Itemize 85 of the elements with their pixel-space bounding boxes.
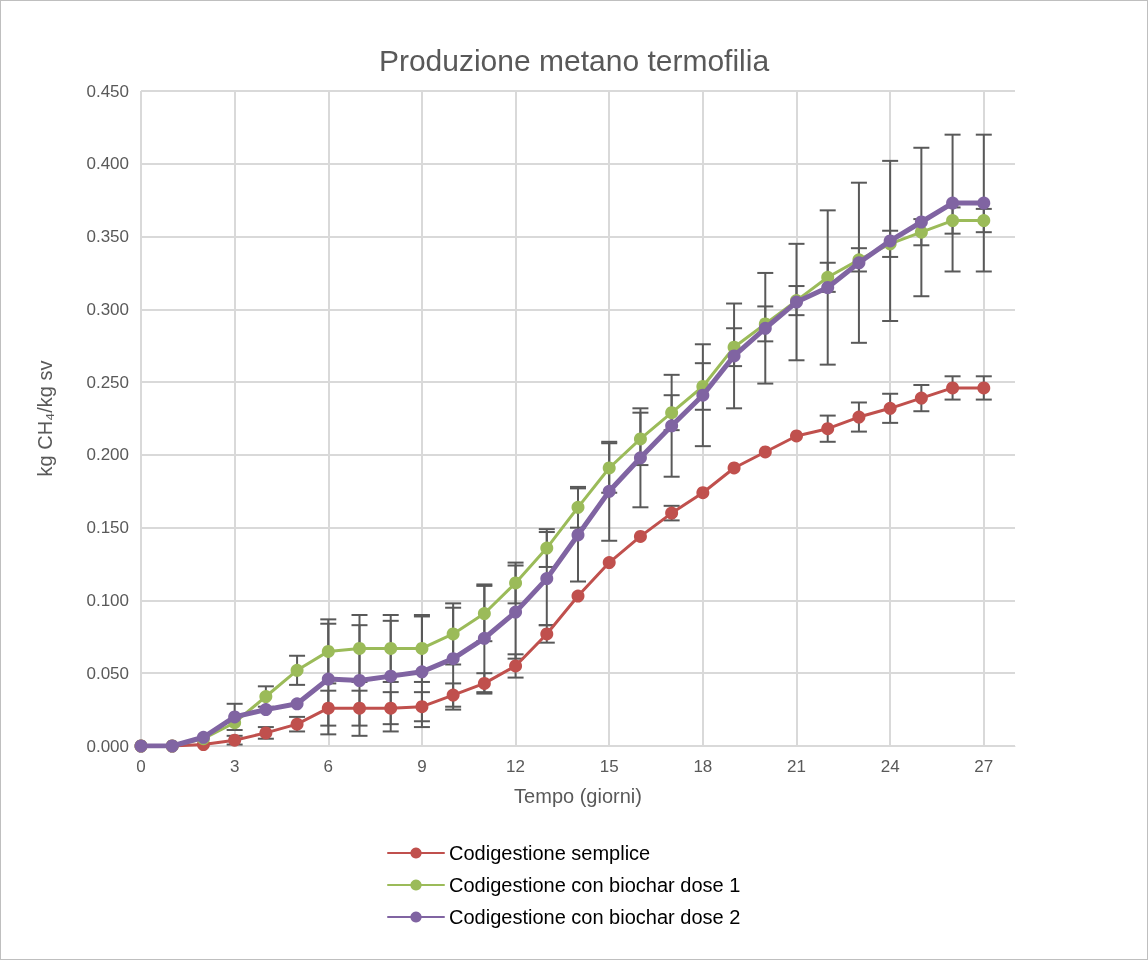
- point: [852, 410, 866, 424]
- point: [946, 214, 960, 228]
- point: [384, 669, 398, 683]
- point: [321, 701, 335, 715]
- point: [259, 703, 273, 717]
- point: [477, 607, 491, 621]
- point: [665, 419, 679, 433]
- y-tick-label: 0.050: [86, 663, 129, 683]
- point: [821, 422, 835, 436]
- point: [259, 690, 273, 704]
- point: [446, 688, 460, 702]
- point: [946, 381, 960, 395]
- point: [977, 196, 991, 210]
- chart-title: Produzione metano termofilia: [378, 43, 770, 77]
- point: [696, 486, 710, 500]
- point: [415, 665, 429, 679]
- y-tick-label: 0.350: [86, 227, 129, 247]
- point: [602, 461, 616, 475]
- x-tick-label: 18: [693, 757, 713, 776]
- point: [977, 214, 991, 228]
- point: [446, 627, 460, 641]
- legend-label: Codigestione semplice: [449, 842, 651, 864]
- point: [415, 641, 429, 655]
- point: [321, 644, 335, 658]
- x-tick-label: 12: [506, 757, 526, 776]
- point: [696, 388, 710, 402]
- x-tick-label: 21: [787, 757, 806, 776]
- point: [228, 710, 242, 724]
- point: [883, 401, 897, 415]
- point: [790, 429, 803, 443]
- point: [509, 576, 523, 590]
- point: [633, 529, 647, 543]
- point: [602, 556, 616, 570]
- point: [509, 659, 523, 673]
- x-tick-label: 27: [974, 757, 994, 776]
- point: [415, 700, 429, 714]
- point: [477, 631, 491, 645]
- point: [914, 225, 928, 239]
- x-tick-label: 15: [599, 757, 619, 776]
- point: [821, 281, 835, 294]
- point: [633, 432, 647, 446]
- x-axis-title: Tempo (giorni): [514, 785, 642, 807]
- y-tick-label: 0.400: [86, 154, 129, 174]
- point: [540, 541, 554, 555]
- point: [727, 461, 741, 475]
- y-axis-title: kg CH₄/kg sv: [34, 360, 56, 477]
- point: [571, 528, 585, 542]
- y-tick-label: 0.450: [86, 81, 129, 101]
- point: [321, 672, 335, 686]
- point: [384, 701, 398, 715]
- point: [477, 676, 491, 690]
- y-tick-label: 0.300: [86, 299, 129, 319]
- y-tick-label: 0.250: [86, 372, 129, 392]
- point: [758, 321, 772, 335]
- x-tick-label: 3: [229, 757, 240, 776]
- point: [914, 391, 928, 405]
- point: [509, 605, 523, 619]
- point: [946, 196, 960, 210]
- point: [446, 652, 460, 666]
- point: [633, 451, 647, 465]
- point: [290, 697, 304, 711]
- point: [353, 641, 366, 655]
- y-tick-label: 0.150: [86, 518, 129, 538]
- legend-label: Codigestione con biochar dose 1: [449, 874, 741, 896]
- point: [758, 445, 772, 459]
- point: [540, 572, 554, 586]
- point: [353, 701, 366, 715]
- x-tick-label: 9: [417, 757, 427, 776]
- point: [914, 215, 928, 229]
- x-tick-label: 0: [136, 757, 146, 776]
- y-tick-label: 0.200: [86, 445, 129, 465]
- x-tick-label: 24: [880, 757, 900, 776]
- point: [665, 406, 679, 420]
- point: [977, 381, 991, 395]
- point: [571, 589, 585, 603]
- point: [384, 641, 398, 655]
- point: [602, 484, 616, 498]
- point: [290, 663, 304, 677]
- point: [353, 674, 366, 687]
- point: [727, 349, 741, 363]
- y-tick-label: 0.000: [86, 736, 129, 756]
- y-tick-label: 0.100: [86, 590, 129, 610]
- point: [571, 500, 585, 514]
- legend-label: Codigestione con biochar dose 2: [449, 906, 741, 928]
- x-tick-label: 6: [323, 757, 334, 776]
